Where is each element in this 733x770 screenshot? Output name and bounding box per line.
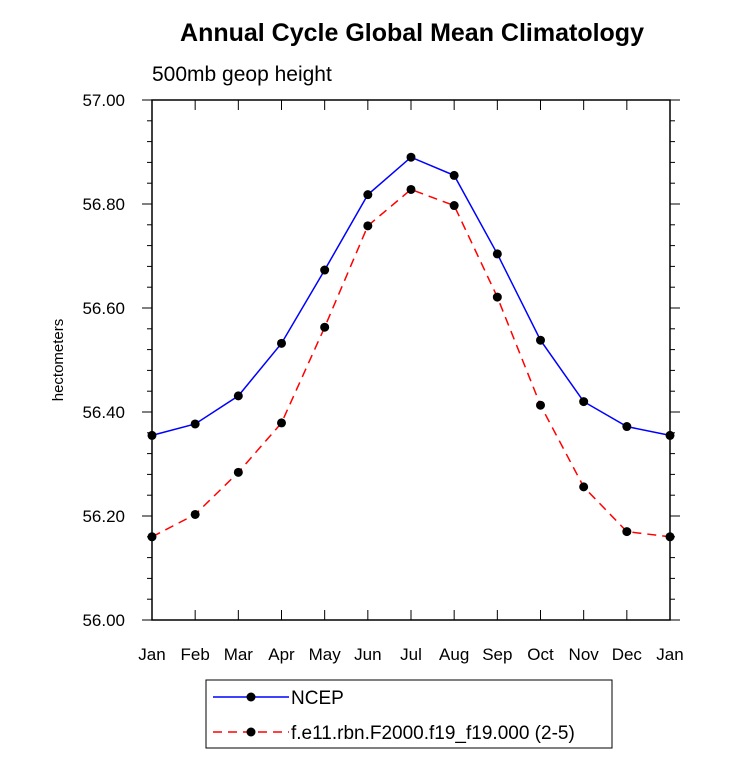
series-1-point	[579, 482, 589, 492]
series-0-point	[363, 190, 373, 200]
x-tick-label: Sep	[482, 645, 512, 664]
series-1-point	[449, 201, 459, 211]
y-tick-label: 56.40	[82, 403, 125, 422]
series-1-point	[190, 509, 200, 519]
axis-ticks	[142, 99, 680, 621]
x-tick-label: Apr	[268, 645, 295, 664]
series-layer	[147, 152, 675, 542]
series-1-point	[492, 292, 502, 302]
x-tick-label: Jul	[400, 645, 422, 664]
legend-label-model: f.e11.rbn.F2000.f19_f19.000 (2-5)	[291, 723, 575, 744]
plot-frame	[151, 99, 671, 621]
series-0-point	[277, 338, 286, 348]
y-axis-label: hectometers	[50, 319, 67, 402]
y-tick-labels: 56.00 56.20 56.40 56.60 56.80 57.00	[82, 91, 125, 630]
series-0-point	[190, 419, 200, 429]
x-tick-label: Oct	[527, 645, 554, 664]
series-line-1	[151, 188, 671, 538]
series-0-point	[449, 170, 459, 180]
series-1-point	[233, 467, 243, 477]
series-0-point	[320, 265, 330, 275]
x-tick-label: Aug	[439, 645, 469, 664]
x-tick-label: Nov	[569, 645, 600, 664]
y-tick-label: 56.20	[82, 507, 125, 526]
x-tick-label: Mar	[224, 645, 254, 664]
legend-box	[205, 679, 613, 749]
x-tick-label: Jan	[656, 645, 683, 664]
chart-subtitle: 500mb geop height	[152, 63, 332, 86]
y-tick-label: 56.60	[82, 299, 125, 318]
legend-label-ncep: NCEP	[291, 688, 344, 709]
x-tick-label: Jan	[138, 645, 165, 664]
series-0-point	[233, 391, 243, 401]
legend: NCEP f.e11.rbn.F2000.f19_f19.000 (2-5)	[205, 679, 613, 749]
x-tick-label: Dec	[612, 645, 643, 664]
series-1-point	[406, 184, 416, 194]
legend-marker-ncep	[246, 692, 256, 702]
series-1-point	[320, 322, 330, 332]
series-0-point	[579, 397, 589, 407]
series-0-point	[622, 422, 632, 432]
series-0-point	[492, 249, 502, 259]
series-1-point	[622, 527, 632, 537]
series-0-point	[406, 152, 416, 162]
x-tick-label: May	[309, 645, 342, 664]
series-0-point	[536, 335, 545, 345]
series-1-point	[363, 221, 373, 231]
series-1-point	[536, 400, 545, 410]
chart-title: Annual Cycle Global Mean Climatology	[180, 19, 644, 47]
y-tick-label: 56.80	[82, 195, 125, 214]
legend-marker-model	[246, 727, 256, 737]
x-tick-label: Feb	[181, 645, 210, 664]
y-tick-label: 56.00	[82, 611, 125, 630]
y-tick-label: 57.00	[82, 91, 125, 110]
series-1-point	[277, 418, 286, 428]
series-line-0	[151, 156, 671, 437]
x-tick-label: Jun	[354, 645, 381, 664]
x-tick-labels: Jan Feb Mar Apr May Jun Jul Aug Sep Oct Nov Dec Jan	[138, 645, 683, 664]
